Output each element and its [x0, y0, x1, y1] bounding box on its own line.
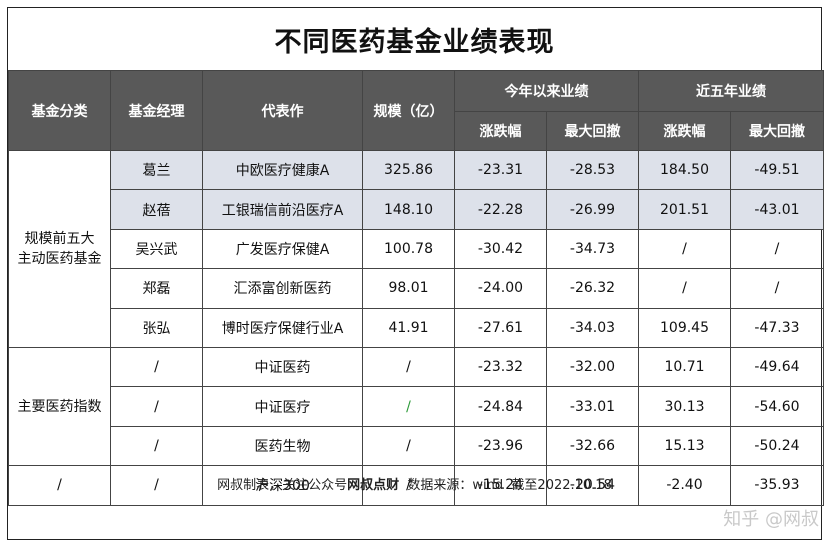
- cell-size: 325.86: [362, 149, 455, 191]
- cell-ytd-change: -15.24: [454, 465, 547, 506]
- cell-5y-drawdown: -49.51: [730, 149, 824, 191]
- table-row: / 中证医疗 / -24.84 -33.01 30.13 -54.60: [9, 386, 824, 427]
- fund-performance-table: 基金分类 基金经理 代表作 规模（亿） 今年以来业绩 近五年业绩 涨跌幅 最大回…: [8, 70, 824, 506]
- header-fund: 代表作: [202, 70, 363, 151]
- cell-5y-drawdown: -47.33: [730, 307, 824, 348]
- cell-ytd-change: -24.00: [454, 268, 547, 309]
- cell-manager: /: [110, 346, 203, 388]
- cell-manager: 郑磊: [110, 268, 203, 309]
- table-row: 规模前五大 主动医药基金 葛兰 中欧医疗健康A 325.86 -23.31 -2…: [8, 149, 824, 348]
- cell-ytd-change: -22.28: [454, 189, 547, 230]
- cell-ytd-drawdown: -34.73: [546, 228, 639, 270]
- group-index: 主要医药指数: [8, 346, 111, 467]
- cell-manager: 张弘: [110, 307, 203, 348]
- cell-manager: /: [110, 465, 203, 506]
- footer-account: 网叔点财: [347, 477, 400, 493]
- cell-fund: 中证医药: [202, 346, 363, 388]
- cell-5y-drawdown: -50.24: [730, 425, 824, 467]
- cell-ytd-drawdown: -26.99: [546, 189, 639, 230]
- cell-manager: 赵蓓: [110, 189, 203, 230]
- cell-fund: 中欧医疗健康A: [202, 149, 363, 191]
- cell-5y-drawdown: -49.64: [730, 346, 824, 388]
- cell-fund: 医药生物: [202, 425, 363, 467]
- table-row: / 医药生物 / -23.96 -32.66 15.13 -50.24: [9, 425, 824, 467]
- footer-note: 网叔制表，关注公众号 网叔点财 数据来源：wind 截至2022.10.18: [8, 463, 821, 503]
- cell-ytd-drawdown: -28.53: [546, 149, 639, 191]
- header-5y-drawdown: 最大回撤: [730, 111, 824, 151]
- header-5y-change: 涨跌幅: [638, 111, 731, 151]
- cell-size: /: [362, 346, 455, 388]
- header-ytd-drawdown: 最大回撤: [546, 111, 639, 151]
- footer-prefix: 网叔制表，关注公众号: [217, 477, 348, 493]
- cell-manager: /: [110, 425, 203, 467]
- cell-5y-change: 201.51: [638, 189, 731, 230]
- header-manager: 基金经理: [110, 70, 203, 151]
- cell-ytd-change: -23.32: [454, 346, 547, 388]
- table-row: 赵蓓 工银瑞信前沿医疗A 148.10 -22.28 -26.99 201.51…: [9, 189, 824, 230]
- cell-ytd-change: -27.61: [454, 307, 547, 348]
- group-top5-line1: 规模前五大: [24, 230, 95, 247]
- header-five-year-group: 近五年业绩: [638, 70, 824, 112]
- cell-manager: 吴兴武: [110, 228, 203, 270]
- header-size: 规模（亿）: [362, 70, 455, 151]
- page-title: 不同医药基金业绩表现: [274, 26, 555, 58]
- cell-fund: 沪深300: [202, 465, 363, 506]
- cell-ytd-drawdown: -32.00: [546, 346, 639, 388]
- cell-size: /: [362, 425, 455, 467]
- table-row: 张弘 博时医疗保健行业A 41.91 -27.61 -34.03 109.45 …: [9, 307, 824, 348]
- cell-size: /: [362, 465, 455, 506]
- header-category: 基金分类: [8, 70, 111, 151]
- footer-source: 数据来源：wind 截至2022.10.18: [399, 477, 612, 493]
- cell-5y-change: 15.13: [638, 425, 731, 467]
- cell-ytd-drawdown: -26.32: [546, 268, 639, 309]
- cell-manager: /: [110, 386, 203, 427]
- cell-5y-change: 109.45: [638, 307, 731, 348]
- cell-5y-change: /: [638, 268, 731, 309]
- cell-5y-change: 10.71: [638, 346, 731, 388]
- cell-fund: 广发医疗保健A: [202, 228, 363, 270]
- zhihu-watermark: 知乎 @网叔: [723, 509, 819, 530]
- cell-ytd-change: -24.84: [454, 386, 547, 427]
- table-row: / / 沪深300 / -15.24 -20.54 -2.40 -35.93: [8, 465, 824, 506]
- table-row: 吴兴武 广发医疗保健A 100.78 -30.42 -34.73 / /: [9, 228, 824, 270]
- cell-size: /: [362, 386, 455, 427]
- cell-fund: 工银瑞信前沿医疗A: [202, 189, 363, 230]
- cell-size: 100.78: [362, 228, 455, 270]
- cell-5y-drawdown: /: [730, 228, 824, 270]
- cell-5y-drawdown: -35.93: [730, 465, 824, 506]
- cell-ytd-change: -30.42: [454, 228, 547, 270]
- group-benchmark: /: [8, 465, 111, 506]
- cell-5y-drawdown: -43.01: [730, 189, 824, 230]
- cell-5y-change: -2.40: [638, 465, 731, 506]
- cell-fund: 博时医疗保健行业A: [202, 307, 363, 348]
- header-ytd-group: 今年以来业绩: [454, 70, 639, 112]
- cell-ytd-drawdown: -20.54: [546, 465, 639, 506]
- table-row: 郑磊 汇添富创新医药 98.01 -24.00 -26.32 / /: [9, 268, 824, 309]
- cell-fund: 汇添富创新医药: [202, 268, 363, 309]
- cell-size: 98.01: [362, 268, 455, 309]
- cell-5y-drawdown: -54.60: [730, 386, 824, 427]
- cell-ytd-drawdown: -34.03: [546, 307, 639, 348]
- cell-5y-change: /: [638, 228, 731, 270]
- group-top5: 规模前五大 主动医药基金: [8, 150, 111, 348]
- cell-size: 41.91: [362, 307, 455, 348]
- cell-ytd-drawdown: -32.66: [546, 425, 639, 467]
- cell-5y-change: 184.50: [638, 149, 731, 191]
- cell-5y-change: 30.13: [638, 386, 731, 427]
- cell-fund: 中证医疗: [202, 386, 363, 427]
- table-frame: 不同医药基金业绩表现 基金分类 基金经理 代表作 规模（亿） 今年以来业绩 近五…: [7, 7, 824, 540]
- cell-size: 148.10: [362, 189, 455, 230]
- cell-5y-drawdown: /: [730, 268, 824, 309]
- header-ytd-change: 涨跌幅: [454, 111, 547, 151]
- cell-ytd-change: -23.96: [454, 425, 547, 467]
- cell-manager: 葛兰: [110, 149, 203, 191]
- group-top5-line2: 主动医药基金: [17, 250, 102, 267]
- cell-ytd-change: -23.31: [454, 149, 547, 191]
- table-row: 主要医药指数 / 中证医药 / -23.32 -32.00 10.71 -49.…: [8, 346, 824, 467]
- cell-ytd-drawdown: -33.01: [546, 386, 639, 427]
